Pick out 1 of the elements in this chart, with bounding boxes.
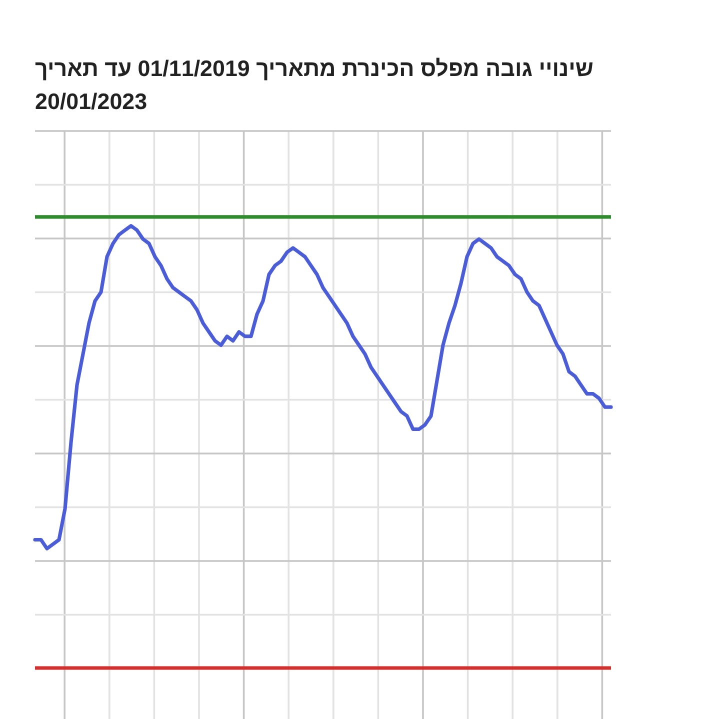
title: שינויי גובה מפלס הכינרת מתאריך 01/11/2019 עד תאריך 20/01/2023	[35, 55, 594, 116]
